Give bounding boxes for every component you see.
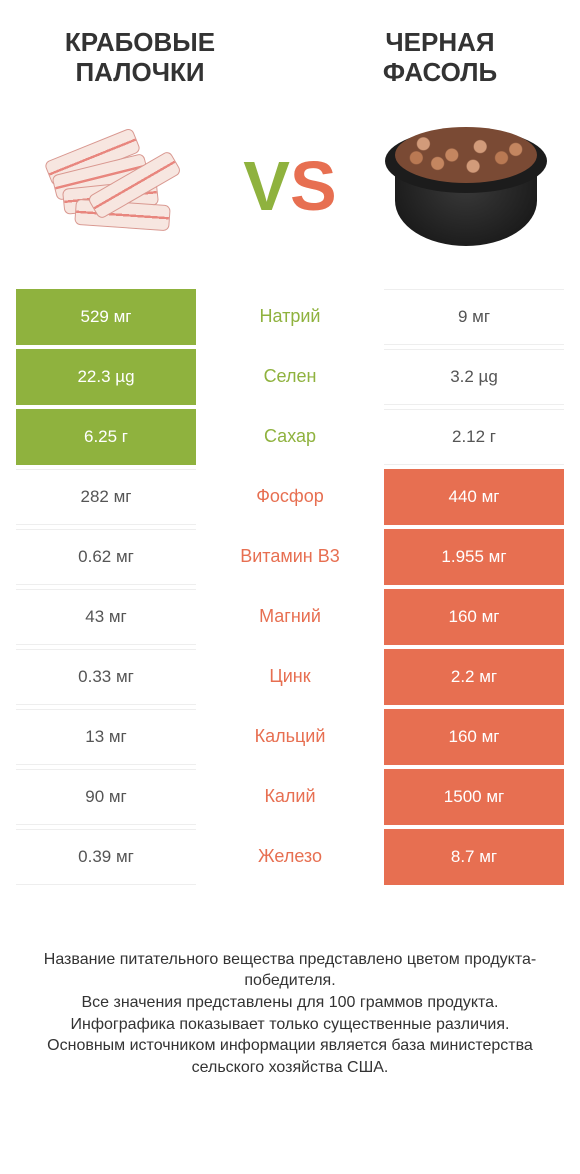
left-product-title: КРАБОВЫЕ ПАЛОЧКИ [40,28,240,88]
right-value: 3.2 µg [384,349,564,405]
right-value: 9 мг [384,289,564,345]
nutrient-label: Селен [196,349,384,405]
left-value: 282 мг [16,469,196,525]
table-row: 13 мгКальций160 мг [16,709,564,765]
hero-row: VS [0,96,580,289]
table-row: 0.62 мгВитамин B31.955 мг [16,529,564,585]
right-title-line1: ЧЕРНАЯ [385,27,494,57]
comparison-table: 529 мгНатрий9 мг22.3 µgСелен3.2 µg6.25 г… [0,289,580,885]
left-title-line1: КРАБОВЫЕ [65,27,215,57]
vs-s: S [290,151,337,221]
left-value: 0.39 мг [16,829,196,885]
vs-v: V [243,151,290,221]
nutrient-label: Натрий [196,289,384,345]
right-value: 440 мг [384,469,564,525]
left-product-image [24,114,204,259]
right-value: 160 мг [384,589,564,645]
right-value: 2.12 г [384,409,564,465]
table-row: 282 мгФосфор440 мг [16,469,564,525]
vs-label: VS [243,151,336,221]
nutrient-label: Железо [196,829,384,885]
left-value: 529 мг [16,289,196,345]
nutrient-label: Витамин B3 [196,529,384,585]
right-title-line2: ФАСОЛЬ [383,57,497,87]
right-value: 160 мг [384,709,564,765]
left-title-line2: ПАЛОЧКИ [75,57,204,87]
nutrient-label: Кальций [196,709,384,765]
nutrient-label: Сахар [196,409,384,465]
right-value: 2.2 мг [384,649,564,705]
left-value: 0.33 мг [16,649,196,705]
footer-line1: Название питательного вещества представл… [28,949,552,992]
footer-line2: Все значения представлены для 100 граммо… [28,992,552,1014]
nutrient-label: Цинк [196,649,384,705]
left-value: 6.25 г [16,409,196,465]
crab-sticks-icon [39,126,189,246]
header: КРАБОВЫЕ ПАЛОЧКИ ЧЕРНАЯ ФАСОЛЬ [0,0,580,96]
left-value: 90 мг [16,769,196,825]
right-product-title: ЧЕРНАЯ ФАСОЛЬ [340,28,540,88]
left-value: 13 мг [16,709,196,765]
table-row: 6.25 гСахар2.12 г [16,409,564,465]
nutrient-label: Фосфор [196,469,384,525]
right-value: 8.7 мг [384,829,564,885]
beans-bowl-icon [381,119,551,254]
footer-line3: Инфографика показывает только существенн… [28,1014,552,1036]
table-row: 0.33 мгЦинк2.2 мг [16,649,564,705]
nutrient-label: Калий [196,769,384,825]
right-value: 1.955 мг [384,529,564,585]
left-value: 43 мг [16,589,196,645]
right-value: 1500 мг [384,769,564,825]
footer-line4: Основным источником информации является … [28,1035,552,1078]
table-row: 43 мгМагний160 мг [16,589,564,645]
left-value: 0.62 мг [16,529,196,585]
nutrient-label: Магний [196,589,384,645]
footer-note: Название питательного вещества представл… [0,889,580,1079]
table-row: 0.39 мгЖелезо8.7 мг [16,829,564,885]
left-value: 22.3 µg [16,349,196,405]
right-product-image [376,114,556,259]
table-row: 90 мгКалий1500 мг [16,769,564,825]
table-row: 529 мгНатрий9 мг [16,289,564,345]
table-row: 22.3 µgСелен3.2 µg [16,349,564,405]
